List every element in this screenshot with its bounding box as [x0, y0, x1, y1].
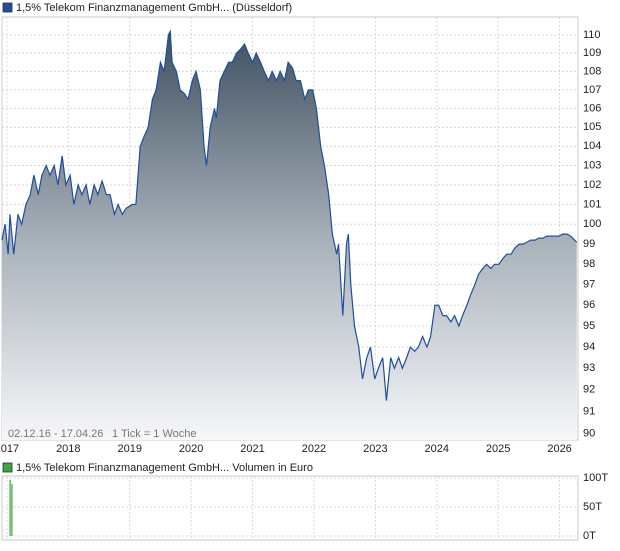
- y-tick-label: 93: [583, 362, 595, 374]
- y-tick-label: 108: [583, 65, 601, 77]
- legend-swatch: [2, 462, 13, 473]
- plot-area: [1, 475, 579, 541]
- x-tick-label: 2022: [302, 443, 326, 455]
- price-line: [1, 29, 578, 401]
- y-tick-label: 97: [583, 279, 595, 291]
- y-tick-label: 0T: [583, 530, 596, 542]
- y-tick-label: 100T: [583, 472, 608, 484]
- y-tick-label: 95: [583, 320, 595, 332]
- y-tick-label: 100: [583, 218, 601, 230]
- y-tick-label: 103: [583, 159, 601, 171]
- y-tick-label: 96: [583, 299, 595, 311]
- y-tick-label: 107: [583, 84, 601, 96]
- y-tick-label: 105: [583, 121, 601, 133]
- x-tick-label: 2020: [179, 443, 203, 455]
- volume-bar: [9, 479, 11, 536]
- y-tick-label: 98: [583, 258, 595, 270]
- y-tick-label: 102: [583, 179, 601, 191]
- x-tick-label: 2021: [240, 443, 264, 455]
- y-tick-label: 92: [583, 384, 595, 396]
- legend-label: 1,5% Telekom Finanzmanagement GmbH... (D…: [16, 2, 292, 14]
- y-tick-label: 101: [583, 198, 601, 210]
- y-tick-label: 50T: [583, 501, 602, 513]
- annotation: 02.12.16 - 17.04.26: [8, 428, 103, 440]
- y-tick-label: 90: [583, 427, 595, 439]
- legend-label: 1,5% Telekom Finanzmanagement GmbH... Vo…: [16, 462, 313, 474]
- y-tick-label: 94: [583, 341, 595, 353]
- y-tick-label: 99: [583, 238, 595, 250]
- annotation: 1 Tick = 1 Woche: [112, 428, 196, 440]
- x-tick-label: 2018: [56, 443, 80, 455]
- x-tick-label: 2026: [547, 443, 571, 455]
- x-tick-label: 2025: [486, 443, 510, 455]
- x-tick-label: 2024: [425, 443, 449, 455]
- y-tick-label: 91: [583, 405, 595, 417]
- y-tick-label: 110: [583, 29, 601, 41]
- y-tick-label: 104: [583, 140, 601, 152]
- x-tick-label: 2023: [363, 443, 387, 455]
- y-tick-label: 106: [583, 102, 601, 114]
- x-tick-label: 2017: [0, 443, 19, 455]
- legend-swatch: [2, 2, 13, 13]
- y-tick-label: 109: [583, 47, 601, 59]
- x-tick-label: 2019: [117, 443, 141, 455]
- volume-bar: [11, 483, 13, 536]
